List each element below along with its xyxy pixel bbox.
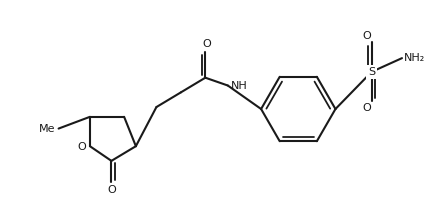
Text: O: O bbox=[363, 30, 371, 41]
Text: O: O bbox=[363, 103, 371, 113]
Text: O: O bbox=[202, 39, 211, 49]
Text: O: O bbox=[77, 142, 86, 152]
Text: S: S bbox=[368, 67, 375, 77]
Text: NH: NH bbox=[231, 81, 247, 91]
Text: O: O bbox=[107, 185, 116, 195]
Text: Me: Me bbox=[39, 124, 56, 134]
Text: NH₂: NH₂ bbox=[404, 53, 425, 63]
